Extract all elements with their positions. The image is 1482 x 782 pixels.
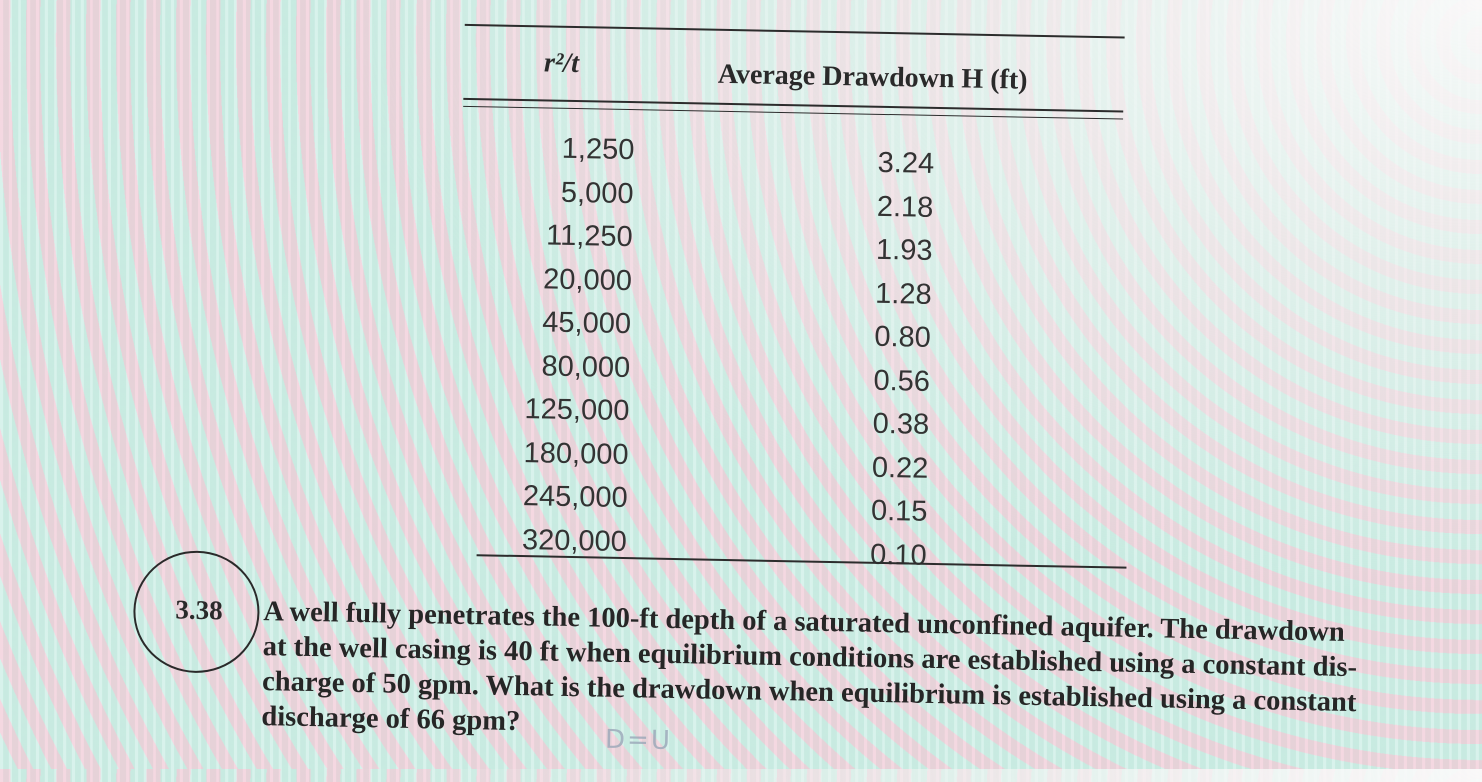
drawdown-cell: 0.10 — [869, 538, 927, 572]
drawdown-cell: 0.38 — [872, 407, 930, 441]
problem-statement: A well fully penetrates the 100-ft depth… — [261, 594, 1463, 757]
column-header-average-drawdown: Average Drawdown H (ft) — [717, 58, 1028, 96]
drawdown-cell: 1.28 — [874, 277, 932, 311]
r2t-cell: 1,250 — [561, 132, 635, 167]
r2t-cell: 45,000 — [542, 306, 632, 341]
drawdown-cell: 3.24 — [877, 146, 935, 180]
r2t-cell: 245,000 — [522, 480, 629, 515]
handwritten-note: D=U — [604, 724, 673, 756]
drawdown-cell: 2.18 — [876, 190, 934, 224]
drawdown-cell: 0.56 — [873, 364, 931, 398]
r2t-cell: 20,000 — [542, 262, 633, 297]
r2t-cell: 125,000 — [524, 393, 630, 428]
drawdown-cell: 0.15 — [870, 494, 928, 528]
column-header-r2t: r²/t — [543, 47, 580, 80]
r2t-cell: 80,000 — [541, 349, 631, 384]
r2t-cell: 5,000 — [560, 176, 634, 210]
drawdown-cell: 0.22 — [871, 451, 929, 485]
drawdown-cell: 1.93 — [875, 233, 933, 267]
table-header-rule — [463, 97, 1124, 113]
r2t-cell: 180,000 — [523, 436, 629, 471]
drawdown-cell: 0.80 — [874, 320, 932, 354]
drawdown-column: 3.24 2.18 1.93 1.28 0.80 0.56 0.38 0.22 … — [796, 140, 935, 577]
table-top-rule — [464, 23, 1125, 39]
r2t-column: 1,250 5,000 11,250 20,000 45,000 80,000 … — [466, 126, 635, 564]
r2t-cell: 11,250 — [545, 219, 634, 254]
problem-number: 3.38 — [175, 594, 224, 626]
